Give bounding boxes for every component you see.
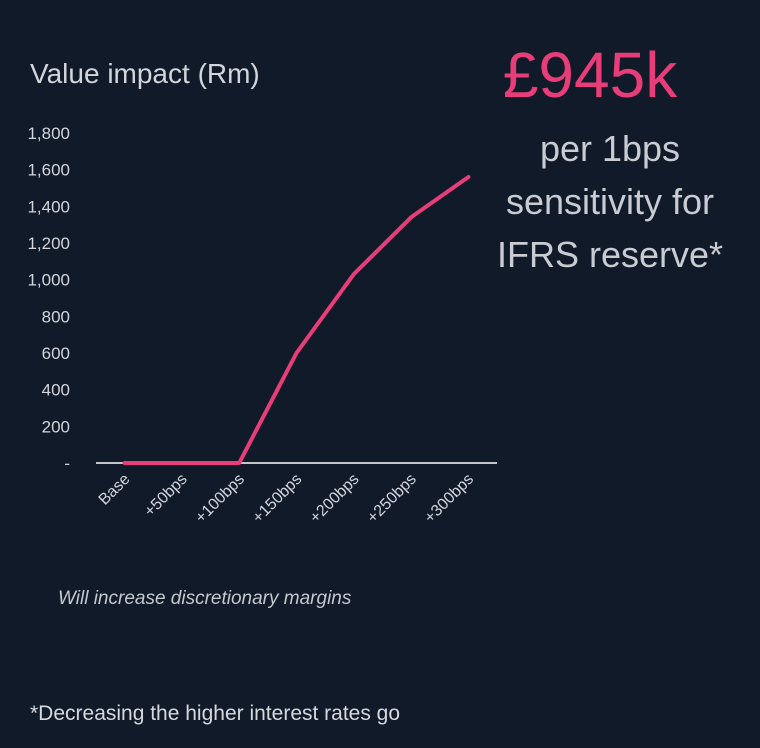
x-tick-label: +100bps bbox=[192, 471, 248, 527]
y-tick-label: 800 bbox=[42, 307, 70, 326]
footnote: *Decreasing the higher interest rates go bbox=[30, 702, 401, 725]
headline-description: per 1bps sensitivity for IFRS reserve* bbox=[496, 128, 724, 275]
y-tick-label: 1,600 bbox=[27, 161, 70, 180]
series-line bbox=[122, 175, 471, 465]
y-tick-label: 1,800 bbox=[27, 124, 70, 143]
y-tick-label: 600 bbox=[42, 344, 70, 363]
y-tick-label: 1,000 bbox=[27, 271, 70, 290]
y-tick-label: - bbox=[64, 454, 70, 473]
chart-note: Will increase discretionary margins bbox=[58, 588, 352, 609]
x-axis-ticks: Base +50bps +100bps +150bps +200bps +250bps +3… bbox=[96, 471, 478, 527]
x-tick-label: +300bps bbox=[421, 471, 477, 527]
x-tick-label: +50bps bbox=[141, 471, 190, 520]
x-tick-label: +250bps bbox=[364, 471, 420, 527]
x-tick-label: +150bps bbox=[250, 471, 306, 527]
y-tick-label: 200 bbox=[42, 417, 70, 436]
x-tick-label: +200bps bbox=[307, 471, 363, 527]
chart-title: Value impact (Rm) bbox=[30, 58, 260, 89]
x-tick-label: Base bbox=[96, 471, 134, 509]
y-tick-label: 1,400 bbox=[27, 197, 70, 216]
y-tick-label: 400 bbox=[42, 381, 70, 400]
y-tick-label: 1,200 bbox=[27, 234, 70, 253]
y-axis-ticks: - 200 400 600 800 1,000 1,200 1,400 1,600 1,800 bbox=[27, 124, 70, 473]
headline-value: £945k bbox=[502, 39, 678, 111]
